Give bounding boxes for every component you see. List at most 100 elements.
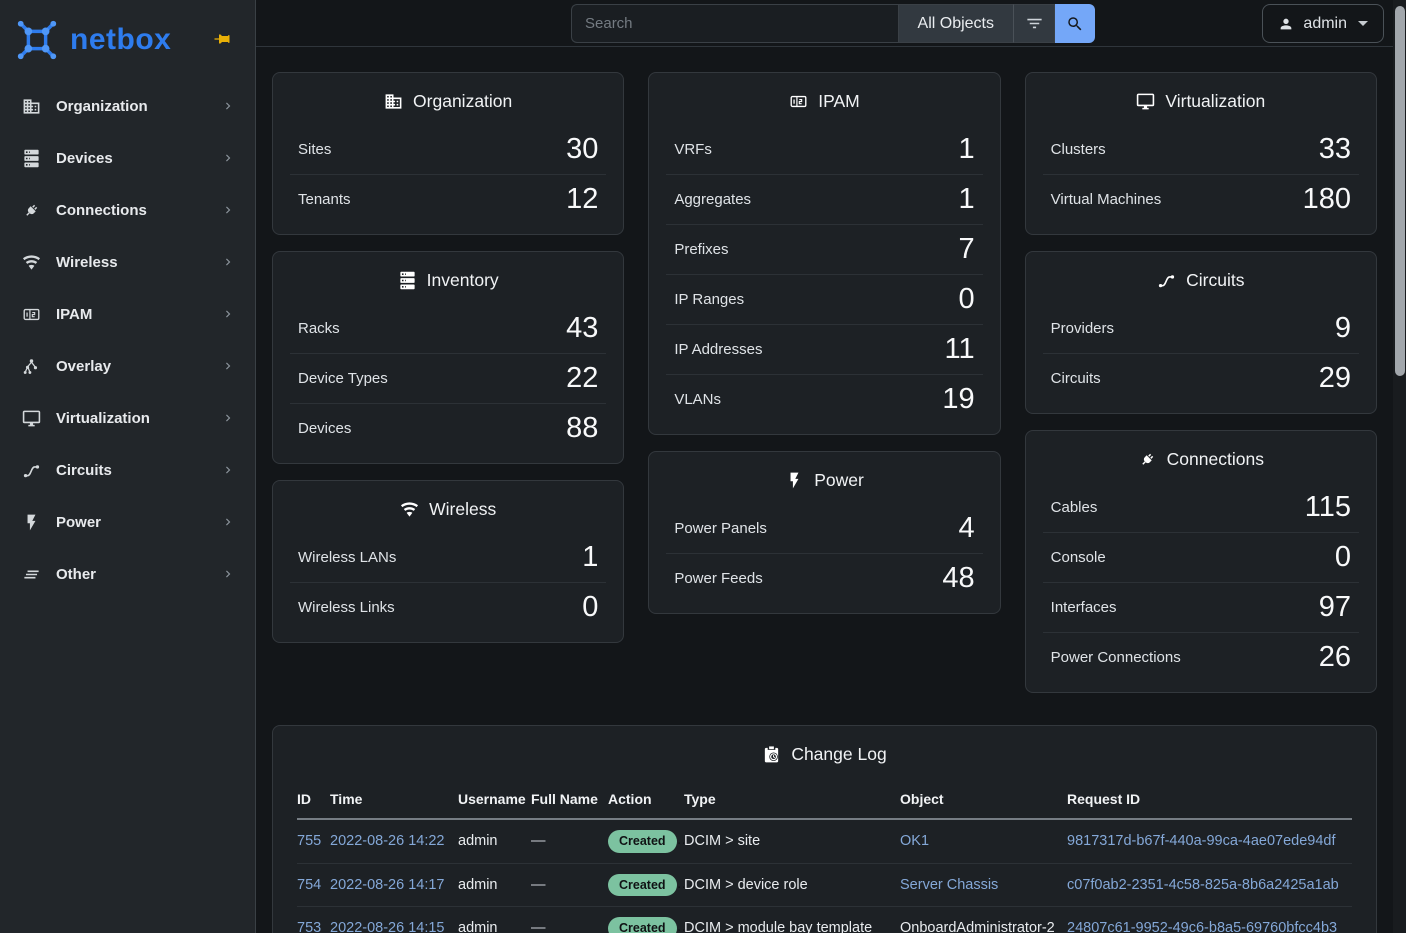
wifi-icon <box>400 500 419 519</box>
change-request-id-link[interactable]: 9817317d-b67f-440a-99ca-4ae07ede94df <box>1067 833 1336 850</box>
graph-icon <box>22 357 41 376</box>
sidebar-item-label: IPAM <box>56 305 93 323</box>
sidebar-item-label: Overlay <box>56 357 112 375</box>
sidebar-item-ipam[interactable]: IPAM <box>0 288 255 340</box>
monitor-icon <box>22 409 41 428</box>
stat-row-wireless-lans[interactable]: Wireless LANs 1 <box>290 532 606 582</box>
sidebar-item-overlay[interactable]: Overlay <box>0 340 255 392</box>
stat-row-power-connections[interactable]: Power Connections 26 <box>1042 632 1359 682</box>
stat-row-circuits[interactable]: Circuits 29 <box>1042 353 1359 403</box>
search-input[interactable] <box>571 4 898 43</box>
stat-row-racks[interactable]: Racks 43 <box>290 303 606 353</box>
change-id-link[interactable]: 753 <box>297 920 322 933</box>
chevron-right-icon <box>221 411 235 425</box>
stat-row-device-types[interactable]: Device Types 22 <box>290 353 607 403</box>
sidebar-item-connections[interactable]: Connections <box>0 184 255 236</box>
change-object-link[interactable]: OK1 <box>900 833 930 850</box>
stat-row-tenants[interactable]: Tenants 12 <box>290 174 607 224</box>
stat-row-interfaces[interactable]: Interfaces 97 <box>1042 582 1359 632</box>
stat-row-virtual-machines[interactable]: Virtual Machines 180 <box>1042 174 1359 224</box>
stat-row-vlans[interactable]: VLANs 19 <box>666 374 983 424</box>
stat-label: Circuits <box>1050 370 1101 387</box>
sidebar-pin-icon[interactable] <box>213 30 231 48</box>
stat-row-wireless-links[interactable]: Wireless Links 0 <box>290 582 607 632</box>
stat-value: 0 <box>1334 541 1351 573</box>
change-type: DCIM > device role <box>684 862 900 907</box>
chevron-right-icon <box>221 463 235 477</box>
status-badge: Created <box>608 917 677 933</box>
stat-value: 33 <box>1318 132 1351 165</box>
sidebar-item-wireless[interactable]: Wireless <box>0 236 255 288</box>
stat-row-prefixes[interactable]: Prefixes 7 <box>666 224 983 274</box>
card-inventory: Inventory Racks 43 Device Types 22 Devic… <box>272 251 625 464</box>
card-header: Change Log <box>273 726 1376 777</box>
sidebar-item-other[interactable]: Other <box>0 548 255 600</box>
search-icon <box>1066 15 1084 33</box>
stat-value: 19 <box>942 383 975 415</box>
change-id-link[interactable]: 755 <box>297 833 322 850</box>
sidebar-item-power[interactable]: Power <box>0 496 255 548</box>
change-username: admin <box>458 862 531 907</box>
change-request-id-link[interactable]: 24807c61-9952-49c6-b8a5-69760bfcc4b3 <box>1067 920 1338 933</box>
flash-icon <box>785 471 804 490</box>
sidebar-item-virtualization[interactable]: Virtualization <box>0 392 255 444</box>
sidebar-item-circuits[interactable]: Circuits <box>0 444 255 496</box>
stat-row-power-panels[interactable]: Power Panels 4 <box>666 503 982 553</box>
card-virtualization: Virtualization Clusters 33 Virtual Machi… <box>1024 72 1377 235</box>
stat-value: 29 <box>1318 362 1351 394</box>
stat-label: Prefixes <box>674 241 729 258</box>
user-menu-button[interactable]: admin <box>1262 4 1384 43</box>
table-row: 753 2022-08-26 14:15 admin — Created DCI… <box>297 906 1352 933</box>
change-username: admin <box>458 906 531 933</box>
stat-row-providers[interactable]: Providers 9 <box>1043 303 1359 353</box>
change-object: OnboardAdministrator-2 <box>900 906 1067 933</box>
stat-label: Power Panels <box>674 519 767 537</box>
stat-value: 22 <box>566 362 599 394</box>
stat-row-vrfs[interactable]: VRFs 1 <box>666 124 982 174</box>
sidebar-item-label: Virtualization <box>56 409 150 427</box>
sidebar-item-organization[interactable]: Organization <box>0 80 255 132</box>
scrollbar-thumb[interactable] <box>1394 6 1405 376</box>
change-time-link[interactable]: 2022-08-26 14:15 <box>330 920 445 933</box>
card-title: Wireless <box>429 499 497 519</box>
stat-value: 1 <box>958 183 975 215</box>
stat-label: Clusters <box>1050 140 1106 158</box>
page-scrollbar[interactable] <box>1393 0 1406 933</box>
stat-label: Power Connections <box>1050 649 1181 666</box>
plug-icon <box>22 201 41 220</box>
change-request-id-link[interactable]: c07f0ab2-2351-4c58-825a-8b6a2425a1ab <box>1067 876 1339 893</box>
stat-row-cables[interactable]: Cables 115 <box>1043 482 1359 532</box>
dashboard-column-2: IPAM VRFs 1 Aggregates 1 Prefixes 7 IP R… <box>648 72 1001 614</box>
circuit-icon <box>1157 271 1176 290</box>
flash-icon <box>22 513 41 532</box>
stat-row-ip-addresses[interactable]: IP Addresses 11 <box>666 324 983 374</box>
stat-row-aggregates[interactable]: Aggregates 1 <box>666 174 983 224</box>
col-header-object: Object <box>900 783 1067 820</box>
stat-value: 11 <box>944 333 975 365</box>
card-header: Virtualization <box>1026 73 1376 124</box>
sidebar-item-devices[interactable]: Devices <box>0 132 255 184</box>
change-object-link[interactable]: Server Chassis <box>900 876 999 893</box>
stat-row-devices[interactable]: Devices 88 <box>290 403 607 453</box>
stat-row-console[interactable]: Console 0 <box>1042 532 1359 582</box>
filter-button[interactable] <box>1013 4 1055 43</box>
stat-row-ip-ranges[interactable]: IP Ranges 0 <box>666 274 983 324</box>
card-wireless: Wireless Wireless LANs 1 Wireless Links … <box>272 480 625 643</box>
card-title: Circuits <box>1186 270 1245 290</box>
sidebar-nav: Organization Devices Connections Wireles… <box>0 78 255 600</box>
building-icon <box>384 92 403 111</box>
stat-row-power-feeds[interactable]: Power Feeds 48 <box>666 553 983 603</box>
change-time-link[interactable]: 2022-08-26 14:22 <box>330 833 445 850</box>
card-header: Connections <box>1026 431 1376 482</box>
stat-row-clusters[interactable]: Clusters 33 <box>1043 124 1359 174</box>
change-id-link[interactable]: 754 <box>297 876 322 893</box>
netbox-logo-icon[interactable] <box>14 17 60 63</box>
search-button[interactable] <box>1055 4 1095 43</box>
change-time-link[interactable]: 2022-08-26 14:17 <box>330 876 445 893</box>
stat-row-sites[interactable]: Sites 30 <box>290 124 606 174</box>
user-icon <box>1278 16 1294 32</box>
change-type: DCIM > module bay template <box>684 906 900 933</box>
search-scope-button[interactable]: All Objects <box>897 4 1013 43</box>
dashboard: Organization Sites 30 Tenants 12 Invento… <box>256 47 1393 933</box>
brand-wordmark[interactable]: netbox <box>70 22 172 56</box>
